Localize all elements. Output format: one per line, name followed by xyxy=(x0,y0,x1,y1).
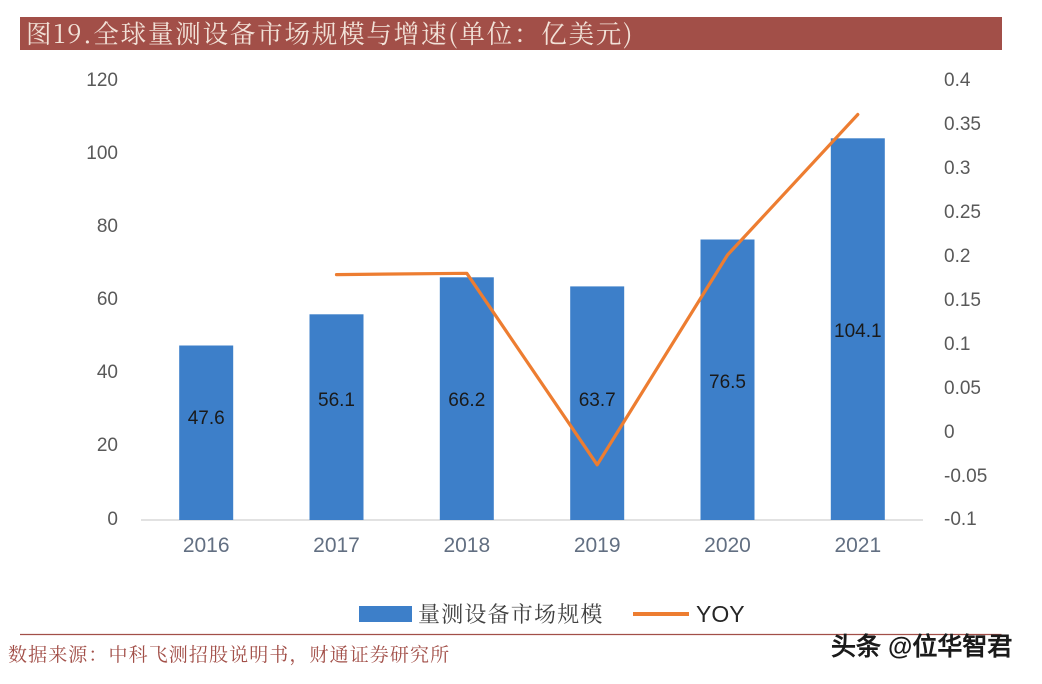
svg-text:0.1: 0.1 xyxy=(944,334,970,355)
svg-text:0.35: 0.35 xyxy=(944,114,981,135)
svg-text:60: 60 xyxy=(97,289,118,310)
svg-text:2017: 2017 xyxy=(313,534,360,557)
svg-text:2021: 2021 xyxy=(834,534,881,557)
svg-text:YOY: YOY xyxy=(696,601,745,627)
svg-text:2020: 2020 xyxy=(704,534,751,557)
svg-text:80: 80 xyxy=(97,216,118,237)
svg-text:0.4: 0.4 xyxy=(944,70,971,91)
svg-text:头条 @位华智君: 头条 @位华智君 xyxy=(831,632,1012,661)
svg-text:数据来源：中科飞测招股说明书，财通证券研究所: 数据来源：中科飞测招股说明书，财通证券研究所 xyxy=(8,640,450,667)
svg-text:40: 40 xyxy=(97,362,118,383)
svg-text:2018: 2018 xyxy=(443,534,490,557)
svg-text:120: 120 xyxy=(86,70,118,91)
svg-text:0.25: 0.25 xyxy=(944,202,981,223)
svg-text:56.1: 56.1 xyxy=(318,390,355,411)
svg-text:66.2: 66.2 xyxy=(448,390,485,411)
svg-text:量测设备市场规模: 量测设备市场规模 xyxy=(418,598,604,629)
svg-text:0.3: 0.3 xyxy=(944,158,970,179)
svg-text:-0.1: -0.1 xyxy=(944,509,977,530)
svg-text:76.5: 76.5 xyxy=(709,372,746,393)
svg-text:0.15: 0.15 xyxy=(944,290,981,311)
svg-text:47.6: 47.6 xyxy=(188,408,225,429)
svg-text:104.1: 104.1 xyxy=(834,321,882,342)
svg-text:0.05: 0.05 xyxy=(944,378,981,399)
svg-text:0: 0 xyxy=(944,422,955,443)
svg-text:0.2: 0.2 xyxy=(944,246,970,267)
svg-text:2019: 2019 xyxy=(574,534,621,557)
svg-text:2016: 2016 xyxy=(183,534,230,557)
svg-text:100: 100 xyxy=(86,143,118,164)
svg-text:20: 20 xyxy=(97,435,118,456)
svg-text:-0.05: -0.05 xyxy=(944,466,987,487)
svg-text:0: 0 xyxy=(107,509,118,530)
svg-text:63.7: 63.7 xyxy=(579,390,616,411)
